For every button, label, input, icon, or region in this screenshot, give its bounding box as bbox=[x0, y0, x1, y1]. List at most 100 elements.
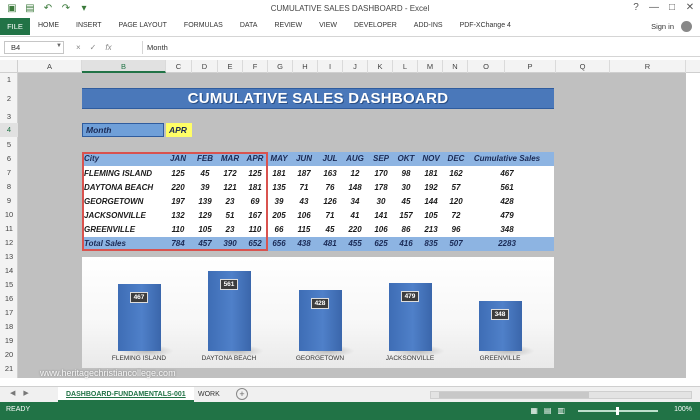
month-value-cell[interactable]: 125 bbox=[248, 169, 262, 178]
month-value-cell[interactable]: 126 bbox=[323, 197, 337, 206]
normal-view-icon[interactable]: ▦ bbox=[530, 406, 538, 415]
month-selector-cell[interactable]: APR bbox=[166, 123, 192, 137]
month-value-cell[interactable]: AUG bbox=[346, 154, 364, 163]
month-value-cell[interactable]: 163 bbox=[323, 169, 337, 178]
month-value-cell[interactable]: 139 bbox=[198, 197, 212, 206]
month-value-cell[interactable]: 205 bbox=[272, 211, 286, 220]
month-value-cell[interactable]: 132 bbox=[171, 211, 185, 220]
month-value-cell[interactable]: 39 bbox=[200, 183, 210, 192]
row-header[interactable]: 11 bbox=[5, 224, 13, 233]
row-header[interactable]: 5 bbox=[6, 140, 12, 149]
month-value-cell[interactable]: 167 bbox=[248, 211, 262, 220]
month-value-cell[interactable]: 390 bbox=[223, 239, 237, 248]
tab-pdf-xchange[interactable]: PDF-XChange 4 bbox=[459, 22, 511, 29]
month-value-cell[interactable]: 656 bbox=[272, 239, 286, 248]
row-header[interactable]: 10 bbox=[4, 210, 14, 219]
column-header[interactable]: K bbox=[368, 60, 393, 73]
month-value-cell[interactable]: 110 bbox=[171, 225, 185, 234]
enter-icon[interactable]: ✓ bbox=[89, 43, 97, 52]
city-cell[interactable]: Total Sales bbox=[84, 239, 126, 248]
month-value-cell[interactable]: 192 bbox=[424, 183, 438, 192]
city-cell[interactable]: GEORGETOWN bbox=[84, 197, 144, 206]
month-value-cell[interactable]: 110 bbox=[248, 225, 262, 234]
month-value-cell[interactable]: 187 bbox=[297, 169, 311, 178]
horizontal-scrollbar[interactable] bbox=[430, 391, 692, 399]
tab-view[interactable]: VIEW bbox=[319, 22, 337, 29]
month-value-cell[interactable]: 457 bbox=[198, 239, 212, 248]
month-value-cell[interactable]: 784 bbox=[171, 239, 185, 248]
month-value-cell[interactable]: 121 bbox=[223, 183, 237, 192]
month-value-cell[interactable]: 106 bbox=[374, 225, 388, 234]
month-value-cell[interactable]: 72 bbox=[451, 211, 461, 220]
month-value-cell[interactable]: FEB bbox=[197, 154, 213, 163]
column-header[interactable]: I bbox=[318, 60, 343, 73]
city-cell[interactable]: JACKSONVILLE bbox=[84, 211, 146, 220]
month-value-cell[interactable]: 71 bbox=[325, 211, 335, 220]
month-value-cell[interactable]: 625 bbox=[374, 239, 388, 248]
save-icon[interactable]: ▤ bbox=[25, 3, 35, 14]
month-value-cell[interactable]: 34 bbox=[350, 197, 360, 206]
cumulative-cell[interactable]: 479 bbox=[500, 211, 514, 220]
row-header[interactable]: 14 bbox=[4, 266, 14, 275]
month-value-cell[interactable]: 197 bbox=[171, 197, 185, 206]
column-header[interactable]: C bbox=[166, 60, 192, 73]
city-cell[interactable]: FLEMING ISLAND bbox=[84, 169, 152, 178]
month-value-cell[interactable]: 41 bbox=[350, 211, 360, 220]
formula-input[interactable]: Month bbox=[142, 41, 688, 54]
cumulative-cell[interactable]: 428 bbox=[500, 197, 514, 206]
month-value-cell[interactable]: 43 bbox=[299, 197, 309, 206]
row-header[interactable]: 18 bbox=[4, 322, 14, 331]
month-value-cell[interactable]: 23 bbox=[225, 225, 235, 234]
redo-icon[interactable]: ↷ bbox=[61, 3, 71, 14]
tab-home[interactable]: HOME bbox=[38, 22, 59, 29]
row-header[interactable]: 7 bbox=[6, 168, 12, 177]
column-header[interactable]: P bbox=[505, 60, 556, 73]
month-value-cell[interactable]: 172 bbox=[223, 169, 237, 178]
insert-function-icon[interactable]: fx bbox=[105, 43, 112, 52]
sheet-tab-work[interactable]: WORK bbox=[198, 391, 220, 398]
month-value-cell[interactable]: DEC bbox=[447, 154, 465, 163]
month-value-cell[interactable]: MAR bbox=[220, 154, 240, 163]
month-value-cell[interactable]: 106 bbox=[297, 211, 311, 220]
month-value-cell[interactable]: 144 bbox=[424, 197, 438, 206]
column-header[interactable]: L bbox=[393, 60, 418, 73]
row-header[interactable]: 8 bbox=[6, 182, 12, 191]
column-header[interactable]: H bbox=[293, 60, 318, 73]
cumulative-cell[interactable]: 561 bbox=[500, 183, 514, 192]
month-value-cell[interactable]: JAN bbox=[169, 154, 186, 163]
maximize-button[interactable]: □ bbox=[668, 2, 676, 13]
column-header[interactable]: J bbox=[343, 60, 368, 73]
tab-add-ins[interactable]: ADD-INS bbox=[413, 22, 443, 29]
cumulative-cell[interactable]: 467 bbox=[500, 169, 514, 178]
month-value-cell[interactable]: 57 bbox=[451, 183, 461, 192]
month-value-cell[interactable]: 178 bbox=[374, 183, 388, 192]
row-header[interactable]: 9 bbox=[6, 196, 12, 205]
cumulative-cell[interactable]: 2283 bbox=[498, 239, 516, 248]
month-value-cell[interactable]: 105 bbox=[198, 225, 212, 234]
row-header-active[interactable]: 4 bbox=[0, 123, 18, 137]
zoom-slider-knob[interactable] bbox=[616, 407, 619, 415]
month-value-cell[interactable]: 115 bbox=[297, 225, 311, 234]
column-header[interactable]: G bbox=[268, 60, 293, 73]
row-header[interactable]: 3 bbox=[6, 112, 12, 121]
prev-sheet-icon[interactable]: ◀ bbox=[10, 390, 16, 397]
minimize-button[interactable]: — bbox=[649, 2, 659, 13]
month-value-cell[interactable]: JUL bbox=[322, 154, 338, 163]
month-value-cell[interactable]: 51 bbox=[225, 211, 235, 220]
month-value-cell[interactable]: 220 bbox=[171, 183, 185, 192]
city-cell[interactable]: City bbox=[84, 154, 100, 163]
month-value-cell[interactable]: 120 bbox=[449, 197, 463, 206]
month-value-cell[interactable]: 141 bbox=[374, 211, 388, 220]
customize-qa-icon[interactable]: ▾ bbox=[81, 3, 87, 14]
name-box[interactable]: B4 bbox=[4, 41, 64, 54]
row-header[interactable]: 20 bbox=[4, 350, 14, 359]
column-header[interactable]: M bbox=[418, 60, 443, 73]
row-header[interactable]: 2 bbox=[6, 94, 12, 103]
city-cell[interactable]: GREENVILLE bbox=[84, 225, 136, 234]
cumulative-cell[interactable]: Cumulative Sales bbox=[473, 154, 541, 163]
page-break-view-icon[interactable]: ▥ bbox=[557, 406, 565, 415]
sheet-tab-dashboard[interactable]: DASHBOARD-FUNDAMENTALS-001 bbox=[58, 387, 194, 402]
month-value-cell[interactable]: 39 bbox=[274, 197, 284, 206]
month-value-cell[interactable]: 86 bbox=[401, 225, 411, 234]
undo-icon[interactable]: ↶ bbox=[43, 3, 53, 14]
